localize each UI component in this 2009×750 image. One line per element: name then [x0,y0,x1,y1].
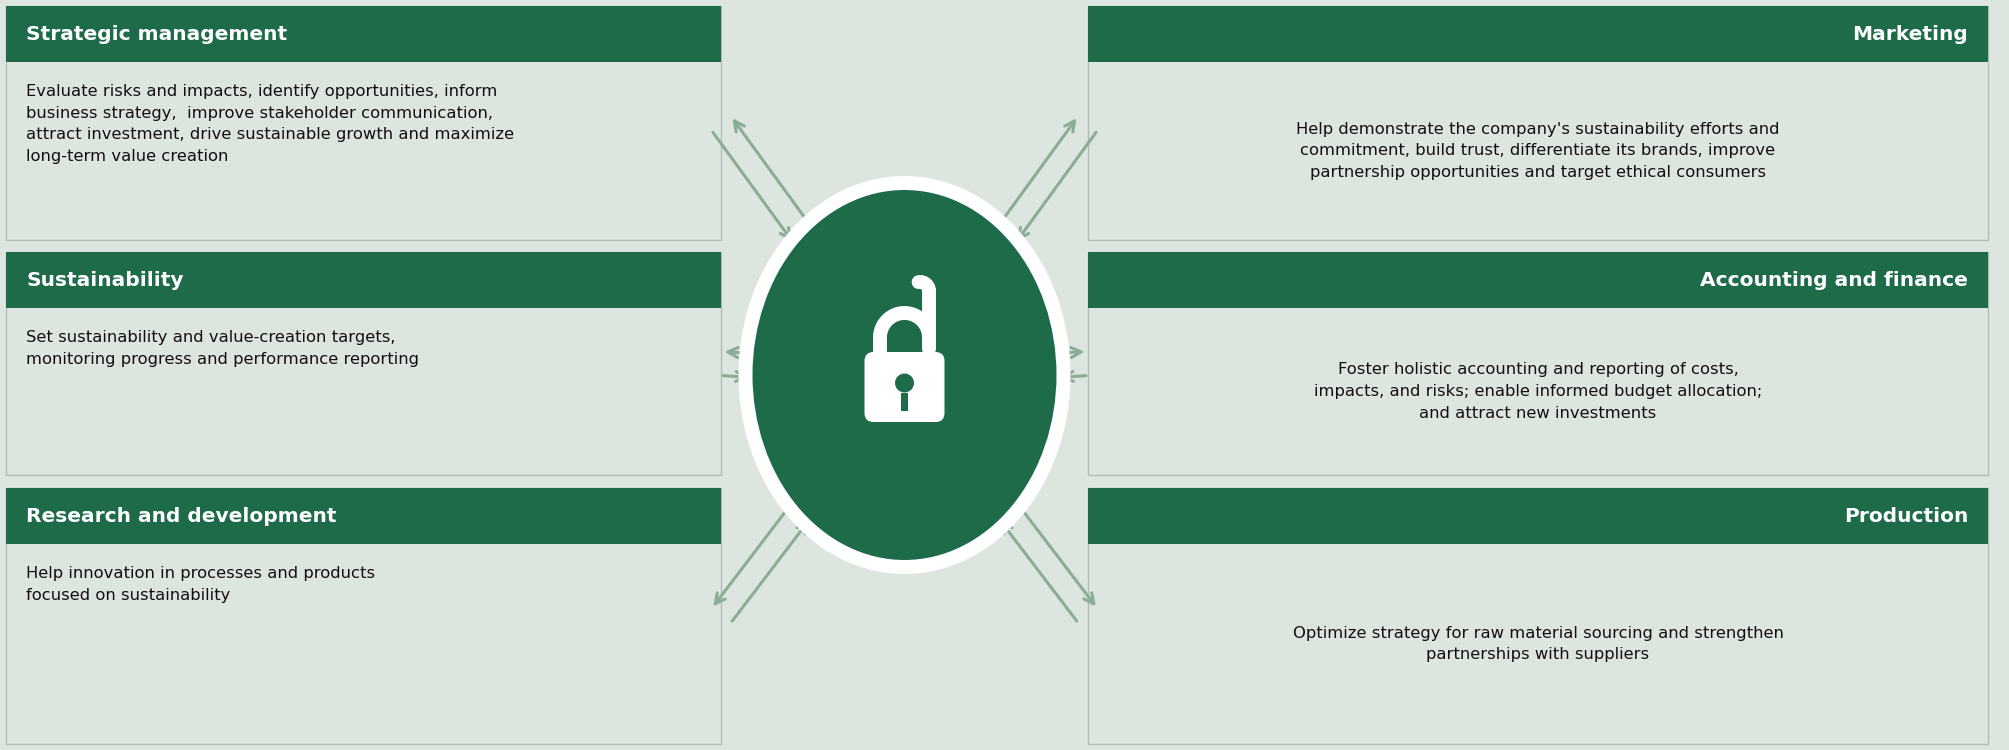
FancyBboxPatch shape [1089,488,1989,544]
FancyBboxPatch shape [6,6,721,240]
Text: Evaluate risks and impacts, identify opportunities, inform
business strategy,  i: Evaluate risks and impacts, identify opp… [26,84,514,164]
Ellipse shape [739,176,1071,574]
FancyBboxPatch shape [6,488,721,744]
Text: Sustainability: Sustainability [26,271,183,290]
FancyBboxPatch shape [1089,488,1989,744]
FancyBboxPatch shape [1089,252,1989,308]
FancyBboxPatch shape [1089,6,1989,62]
Text: Set sustainability and value-creation targets,
monitoring progress and performan: Set sustainability and value-creation ta… [26,330,420,367]
Text: Production: Production [1844,506,1969,526]
Text: Foster holistic accounting and reporting of costs,
impacts, and risks; enable in: Foster holistic accounting and reporting… [1314,362,1762,421]
Text: Help innovation in processes and products
focused on sustainability: Help innovation in processes and product… [26,566,376,602]
FancyBboxPatch shape [6,6,721,62]
Text: Help demonstrate the company's sustainability efforts and
commitment, build trus: Help demonstrate the company's sustainab… [1296,122,1780,180]
FancyBboxPatch shape [900,392,908,410]
Circle shape [894,374,914,392]
FancyBboxPatch shape [864,352,944,422]
FancyBboxPatch shape [1089,6,1989,240]
FancyBboxPatch shape [6,488,721,544]
FancyBboxPatch shape [6,252,721,308]
Text: Marketing: Marketing [1852,25,1969,44]
Text: Accounting and finance: Accounting and finance [1700,271,1969,290]
Text: Research and development: Research and development [26,506,336,526]
FancyBboxPatch shape [1089,252,1989,475]
FancyBboxPatch shape [6,252,721,475]
Ellipse shape [753,190,1057,560]
Text: Optimize strategy for raw material sourcing and strengthen
partnerships with sup: Optimize strategy for raw material sourc… [1292,626,1784,662]
Text: Strategic management: Strategic management [26,25,287,44]
